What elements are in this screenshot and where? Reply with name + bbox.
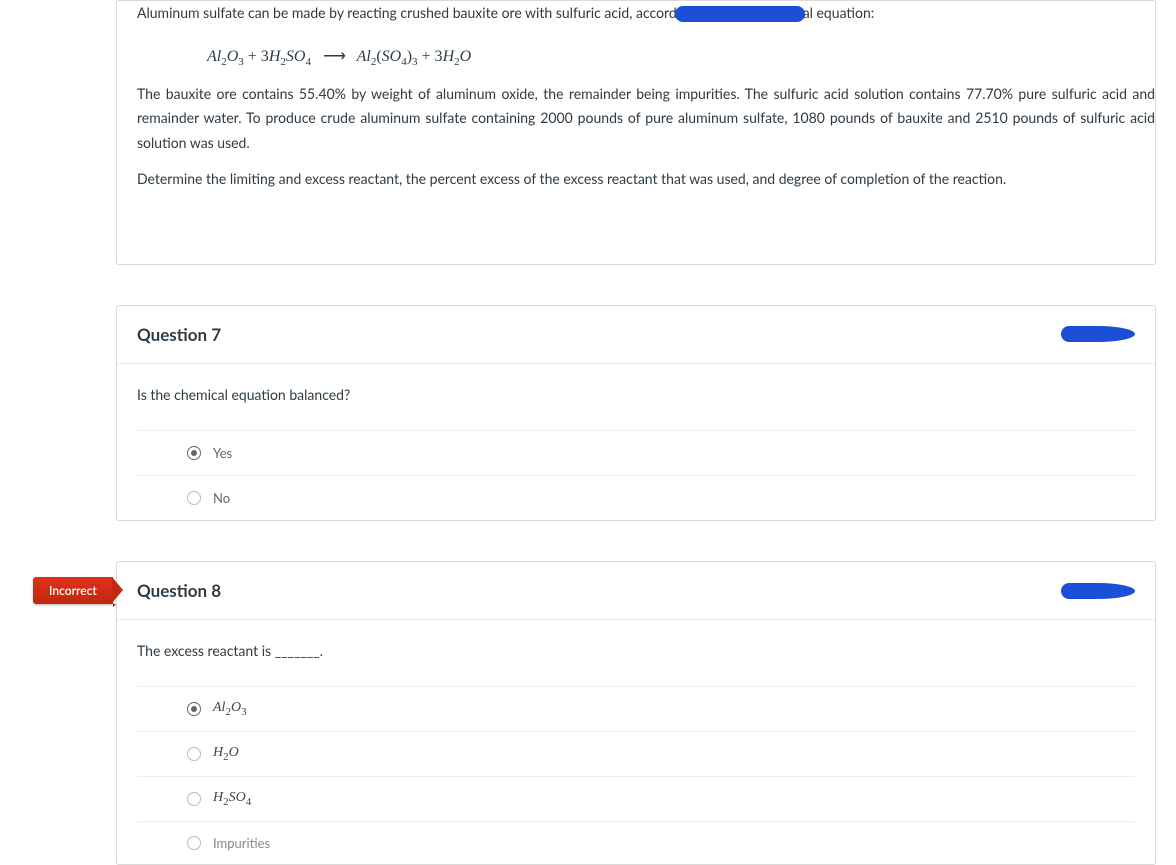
question-7-title: Question 7 xyxy=(137,324,221,345)
question-7-points-redacted xyxy=(1061,326,1135,342)
question-8-points-redacted xyxy=(1061,583,1135,599)
question-7-prompt: Is the chemical equation balanced? xyxy=(137,384,1135,406)
q7-option-yes[interactable]: Yes xyxy=(137,431,1135,476)
radio-unselected-icon xyxy=(187,792,201,806)
q7-option-no[interactable]: No xyxy=(137,476,1135,520)
q8-option-label: H2SO4 xyxy=(213,790,251,808)
context-paragraph-3: Determine the limiting and excess reacta… xyxy=(137,167,1155,192)
question-8-card: Incorrect Question 8 The excess reactant… xyxy=(116,561,1156,865)
q8-option-label: Al2O3 xyxy=(213,700,247,718)
question-8-options: Al2O3 H2O H2SO4 Impurities xyxy=(137,686,1135,863)
q7-option-label: Yes xyxy=(213,445,232,461)
redacted-text-1 xyxy=(675,6,805,22)
radio-unselected-icon xyxy=(187,836,201,850)
question-7-card: Question 7 Is the chemical equation bala… xyxy=(116,305,1156,521)
question-7-header: Question 7 xyxy=(117,306,1155,364)
q7-option-label: No xyxy=(213,490,230,506)
context-line-1: Aluminum sulfate can be made by reacting… xyxy=(137,1,1155,26)
radio-selected-icon xyxy=(187,702,201,716)
question-7-options: Yes No xyxy=(137,430,1135,520)
question-8-title: Question 8 xyxy=(137,580,221,601)
q8-option-al2o3[interactable]: Al2O3 xyxy=(137,687,1135,732)
radio-selected-icon xyxy=(187,446,201,460)
q8-option-h2o[interactable]: H2O xyxy=(137,732,1135,777)
q8-option-impurities[interactable]: Impurities xyxy=(137,822,1135,864)
question-8-header: Question 8 xyxy=(117,562,1155,620)
context-question-card: Aluminum sulfate can be made by reacting… xyxy=(116,0,1156,265)
q8-option-label: Impurities xyxy=(213,835,270,851)
chemical-equation: Al2O3 + 3H2SO4 ⟶ Al2(SO4)3 + 3H2O xyxy=(137,38,1155,82)
q8-option-label: H2O xyxy=(213,745,239,763)
radio-unselected-icon xyxy=(187,491,201,505)
q8-option-h2so4[interactable]: H2SO4 xyxy=(137,777,1135,822)
question-8-prompt: The excess reactant is _______. xyxy=(137,640,1135,662)
context-paragraph-2: The bauxite ore contains 55.40% by weigh… xyxy=(137,82,1155,156)
incorrect-badge: Incorrect xyxy=(33,577,113,604)
radio-unselected-icon xyxy=(187,747,201,761)
